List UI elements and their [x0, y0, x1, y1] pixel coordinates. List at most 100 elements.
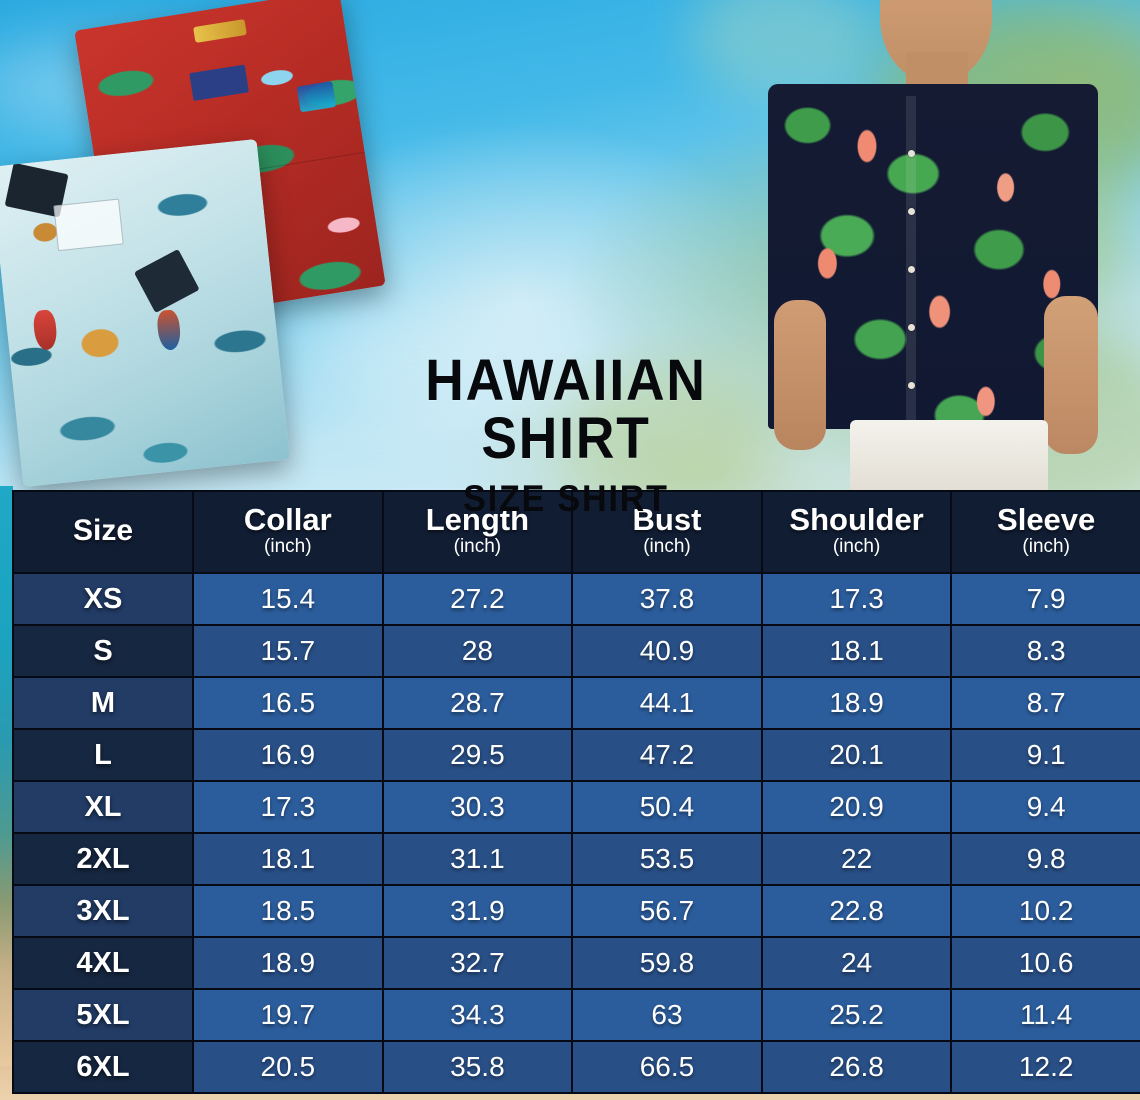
- column-header-collar: Collar (inch): [192, 490, 384, 574]
- table-row: L 16.9 29.5 47.2 20.1 9.1: [12, 728, 1140, 782]
- header-unit: (inch): [832, 536, 881, 558]
- table-row: XS 15.4 27.2 37.8 17.3 7.9: [12, 572, 1140, 626]
- brand-emblem: [296, 81, 336, 113]
- palm-foliage-blur: [690, 0, 870, 100]
- bust-cell: 37.8: [571, 572, 763, 626]
- sleeve-cell: 7.9: [950, 572, 1140, 626]
- length-cell: 28.7: [381, 676, 574, 730]
- table-row: 2XL 18.1 31.1 53.5 22 9.8: [12, 832, 1140, 886]
- bust-cell: 59.8: [571, 936, 763, 990]
- sleeve-cell: 8.3: [950, 624, 1140, 678]
- size-chart-table: Size Collar (inch) Length (inch) Bust (i…: [12, 490, 1140, 1094]
- sleeve-cell: 9.8: [950, 832, 1140, 886]
- model-shorts: [850, 420, 1048, 492]
- parrot-motif: [155, 309, 183, 352]
- header-label: Sleeve: [997, 501, 1096, 537]
- shirt-placket: [906, 96, 916, 426]
- size-cell: M: [12, 676, 194, 730]
- brand-label: [189, 64, 250, 101]
- table-row: 3XL 18.5 31.9 56.7 22.8 10.2: [12, 884, 1140, 938]
- model-right-arm: [1044, 296, 1098, 454]
- shirt-collar: [134, 249, 201, 314]
- table-row: S 15.7 28 40.9 18.1 8.3: [12, 624, 1140, 678]
- column-header-bust: Bust (inch): [571, 490, 763, 574]
- length-cell: 28: [381, 624, 574, 678]
- cloud-wisp: [300, 300, 600, 410]
- bust-cell: 66.5: [571, 1040, 763, 1094]
- header-label: Collar: [243, 501, 332, 537]
- collar-cell: 20.5: [192, 1040, 384, 1094]
- shoulder-cell: 25.2: [760, 988, 953, 1042]
- shoulder-cell: 17.3: [760, 572, 953, 626]
- sleeve-cell: 11.4: [950, 988, 1140, 1042]
- header-label: Bust: [632, 501, 702, 537]
- header-unit: (inch): [264, 536, 312, 558]
- size-cell: 3XL: [12, 884, 194, 938]
- model-photo: [720, 0, 1140, 492]
- shirt-button: [908, 150, 915, 157]
- bust-cell: 63: [571, 988, 763, 1042]
- bust-cell: 40.9: [571, 624, 763, 678]
- header-label: Shoulder: [789, 501, 924, 537]
- parrot-motif: [32, 309, 59, 352]
- header-label: Length: [425, 501, 530, 537]
- shoulder-cell: 22: [760, 832, 953, 886]
- sleeve-cell: 10.6: [950, 936, 1140, 990]
- folded-shirt-blue: [0, 138, 291, 488]
- header-row: Size Collar (inch) Length (inch) Bust (i…: [12, 490, 1140, 574]
- column-header-shoulder: Shoulder (inch): [760, 490, 953, 574]
- header-label: Size: [72, 513, 134, 547]
- table-row: 5XL 19.7 34.3 63 25.2 11.4: [12, 988, 1140, 1042]
- collar-cell: 18.1: [192, 832, 384, 886]
- column-header-size: Size: [12, 490, 194, 574]
- bust-cell: 44.1: [571, 676, 763, 730]
- size-cell: 6XL: [12, 1040, 194, 1094]
- shoulder-cell: 18.9: [760, 676, 953, 730]
- table-header: Size Collar (inch) Length (inch) Bust (i…: [12, 490, 1140, 574]
- shoulder-cell: 20.1: [760, 728, 953, 782]
- sleeve-cell: 10.2: [950, 884, 1140, 938]
- bust-cell: 50.4: [571, 780, 763, 834]
- shoulder-cell: 24: [760, 936, 953, 990]
- column-header-sleeve: Sleeve (inch): [950, 490, 1140, 574]
- collar-cell: 18.5: [192, 884, 384, 938]
- header-unit: (inch): [643, 536, 691, 558]
- length-cell: 31.9: [381, 884, 574, 938]
- size-cell: XL: [12, 780, 194, 834]
- page-subtitle: SIZE SHIRT: [463, 478, 669, 519]
- header-unit: (inch): [1022, 536, 1070, 558]
- table-row: 4XL 18.9 32.7 59.8 24 10.6: [12, 936, 1140, 990]
- shirt-button: [908, 382, 915, 389]
- shoulder-cell: 26.8: [760, 1040, 953, 1094]
- shirt-button: [908, 208, 915, 215]
- size-cell: 5XL: [12, 988, 194, 1042]
- palm-foliage-blur: [560, 370, 770, 492]
- column-header-length: Length (inch): [381, 490, 574, 574]
- header-unit: (inch): [453, 536, 502, 558]
- collar-cell: 16.5: [192, 676, 384, 730]
- length-cell: 29.5: [381, 728, 574, 782]
- size-cell: L: [12, 728, 194, 782]
- sleeve-cell: 9.1: [950, 728, 1140, 782]
- collar-cell: 17.3: [192, 780, 384, 834]
- length-cell: 31.1: [381, 832, 574, 886]
- size-cell: 2XL: [12, 832, 194, 886]
- collar-cell: 16.9: [192, 728, 384, 782]
- table-body: XS 15.4 27.2 37.8 17.3 7.9 S 15.7 28 40.9 18.1 8.3 M…: [12, 572, 1140, 1094]
- table-row: M 16.5 28.7 44.1 18.9 8.7: [12, 676, 1140, 730]
- size-cell: XS: [12, 572, 194, 626]
- shirt-button: [908, 324, 915, 331]
- collar-cell: 18.9: [192, 936, 384, 990]
- chest-pocket: [53, 198, 124, 252]
- length-cell: 32.7: [381, 936, 574, 990]
- sleeve-cell: 12.2: [950, 1040, 1140, 1094]
- sleeve-cell: 8.7: [950, 676, 1140, 730]
- size-cell: 4XL: [12, 936, 194, 990]
- page-title: HAWAIIAN SHIRT: [425, 348, 707, 471]
- table-row: 6XL 20.5 35.8 66.5 26.8 12.2: [12, 1040, 1140, 1094]
- length-cell: 34.3: [381, 988, 574, 1042]
- shoulder-cell: 18.1: [760, 624, 953, 678]
- sleeve-cell: 9.4: [950, 780, 1140, 834]
- length-cell: 30.3: [381, 780, 574, 834]
